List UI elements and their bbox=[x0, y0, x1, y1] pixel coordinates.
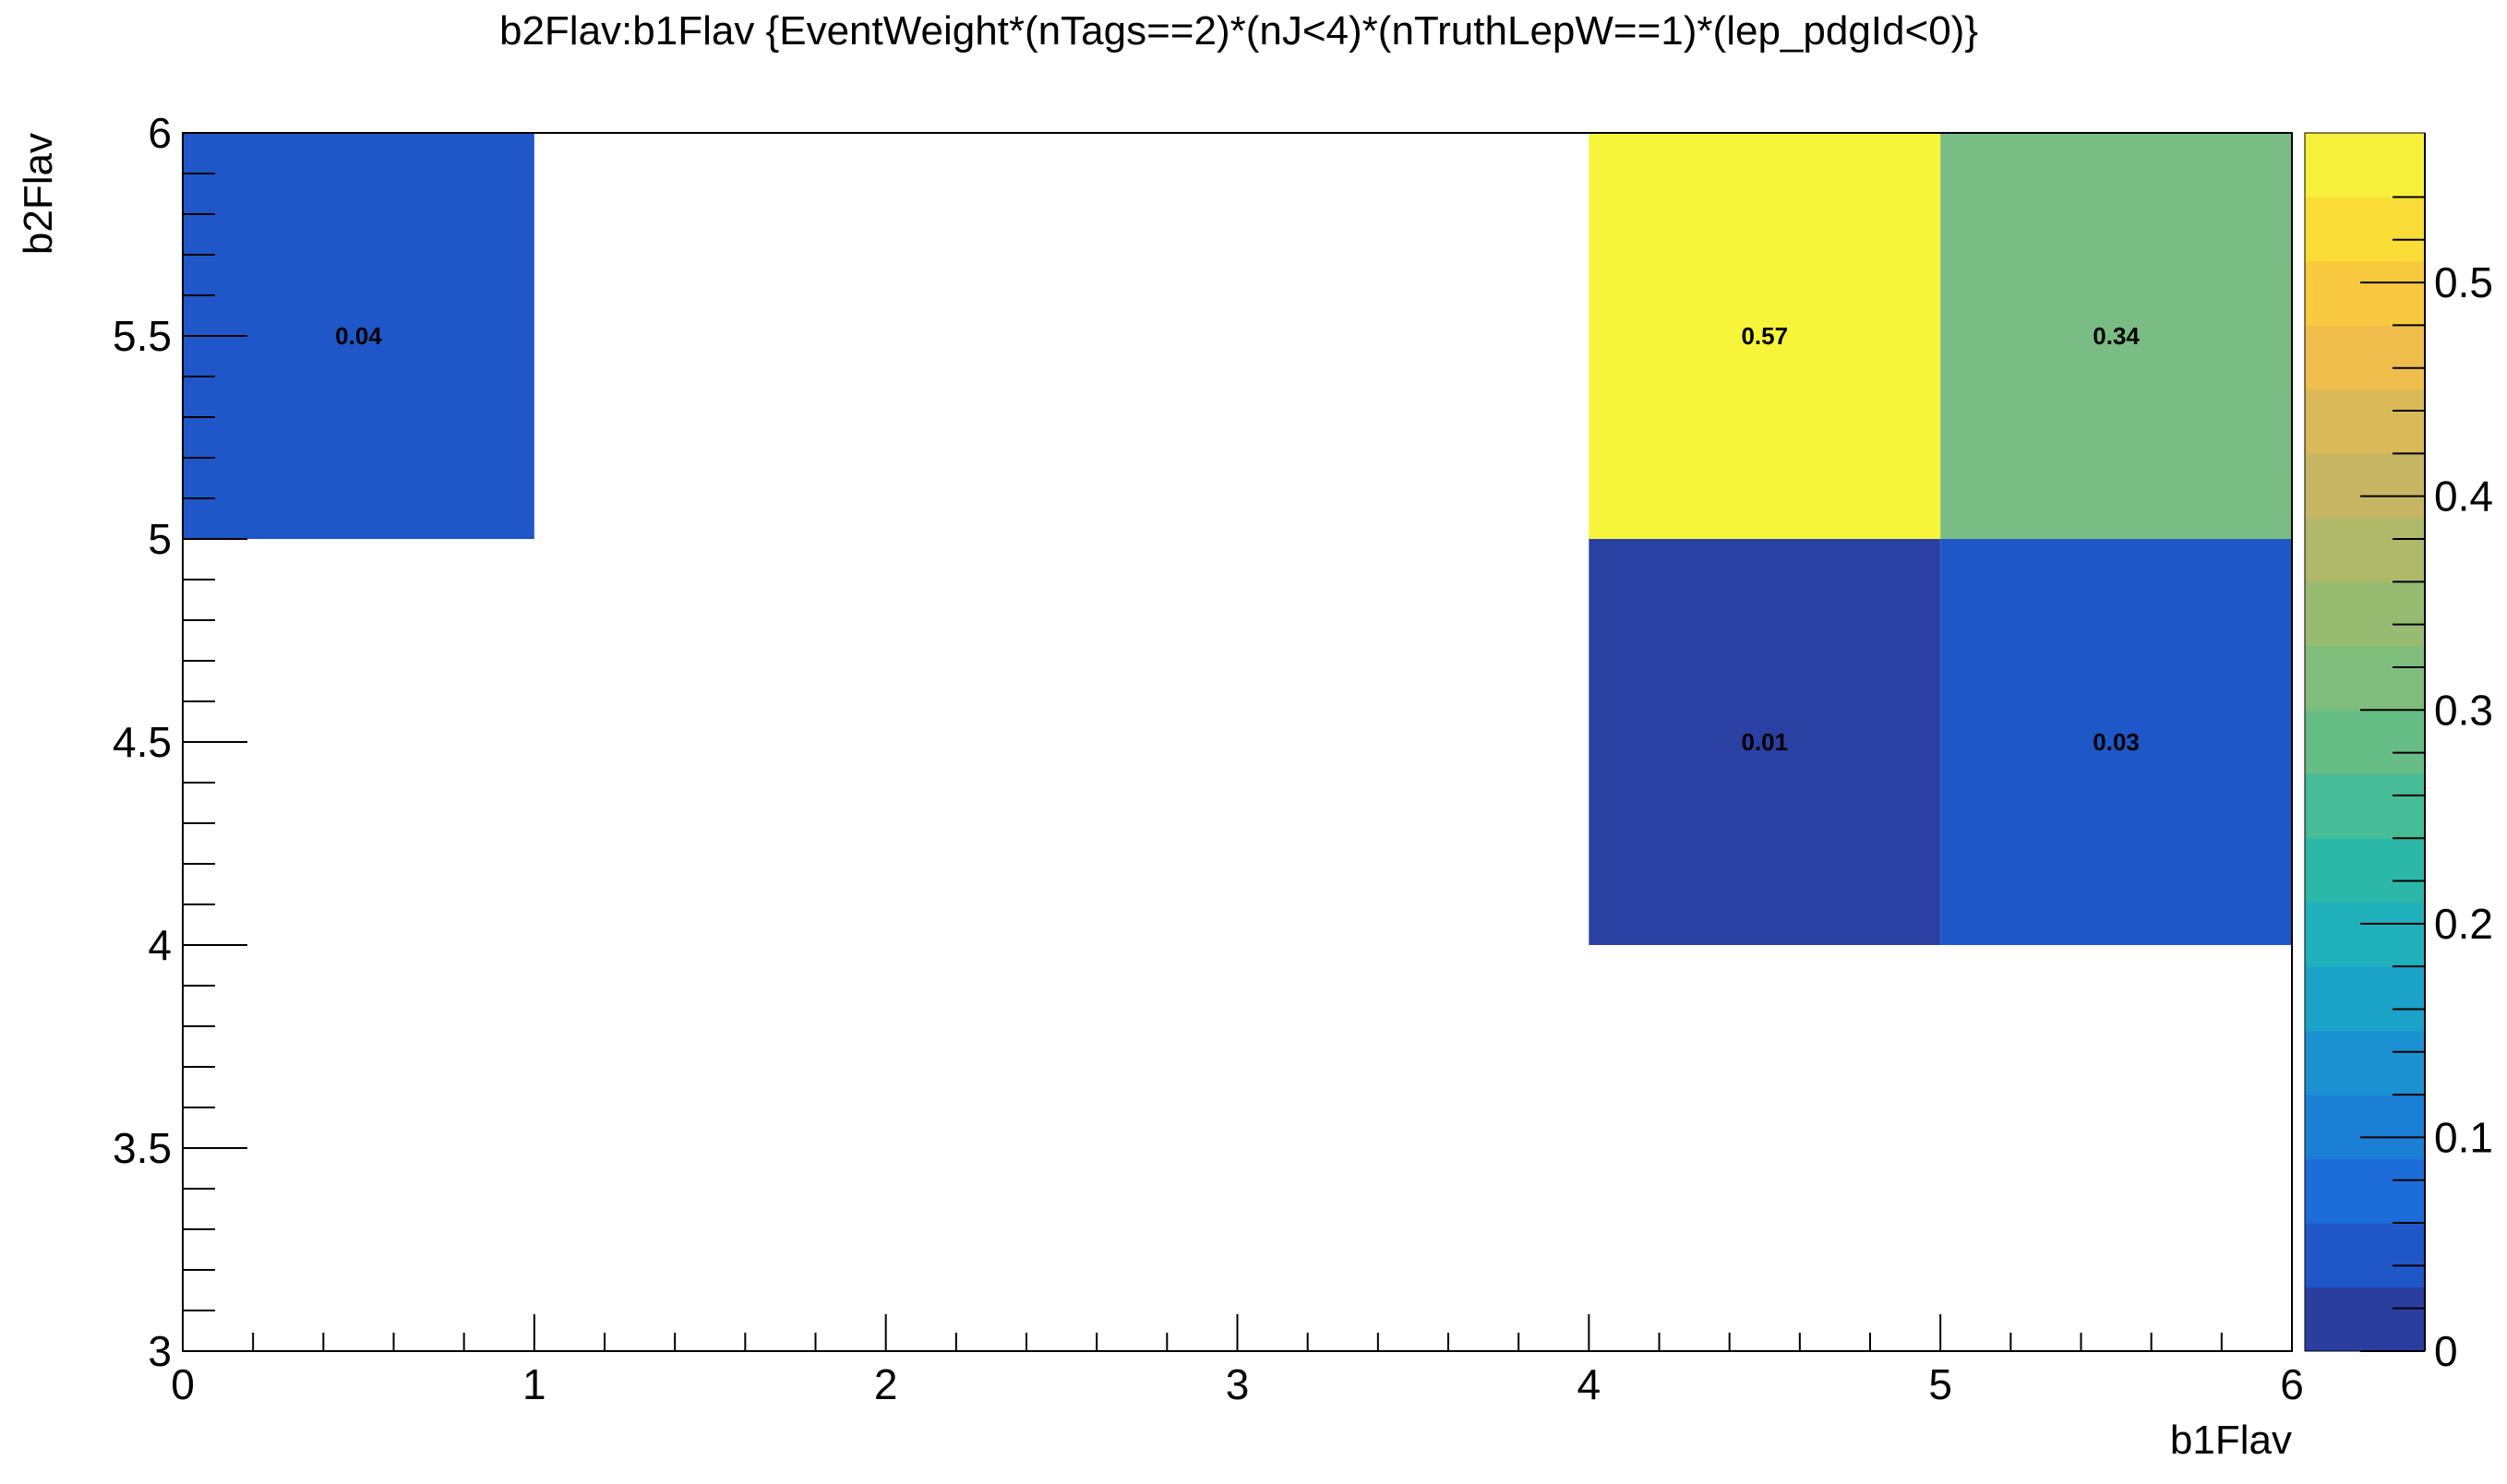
cell-value-label: 0.34 bbox=[2093, 322, 2140, 350]
chart-title: b2Flav:b1Flav {EventWeight*(nTags==2)*(n… bbox=[499, 8, 1978, 54]
y-tick-label: 3.5 bbox=[113, 1124, 172, 1172]
colorbar-band bbox=[2305, 133, 2425, 197]
x-tick-label: 0 bbox=[171, 1360, 195, 1408]
colorbar-band bbox=[2305, 773, 2425, 839]
colorbar-band bbox=[2305, 197, 2425, 262]
colorbar-band bbox=[2305, 1095, 2425, 1160]
colorbar-tick-label: 0.2 bbox=[2434, 900, 2493, 948]
y-tick-label: 5.5 bbox=[113, 312, 172, 360]
colorbar-band bbox=[2305, 517, 2425, 582]
cell-value-label: 0.04 bbox=[335, 322, 382, 350]
colorbar-band bbox=[2305, 902, 2425, 967]
y-axis: 3 3.5 4 4.5 5 5.5 6 bbox=[113, 109, 247, 1375]
colorbar-band bbox=[2305, 1158, 2425, 1224]
colorbar-band bbox=[2305, 710, 2425, 775]
x-tick-label: 6 bbox=[2280, 1360, 2304, 1408]
colorbar-tick-label: 0.5 bbox=[2434, 258, 2493, 306]
colorbar-band bbox=[2305, 1287, 2425, 1352]
colorbar-band bbox=[2305, 1223, 2425, 1288]
colorbar-tick-label: 0.3 bbox=[2434, 686, 2493, 734]
colorbar-band bbox=[2305, 966, 2425, 1032]
y-tick-label: 5 bbox=[148, 515, 172, 563]
x-tick-label: 3 bbox=[1226, 1360, 1250, 1408]
color-scale-bar: 0 0.1 0.2 0.3 0.4 0.5 bbox=[2304, 132, 2493, 1375]
colorbar-band bbox=[2305, 645, 2425, 711]
colorbar-band bbox=[2305, 1030, 2425, 1095]
cell-value-label: 0.03 bbox=[2093, 728, 2140, 756]
y-axis-title: b2Flav bbox=[16, 133, 61, 255]
colorbar-band bbox=[2305, 389, 2425, 454]
cell-value-label: 0.57 bbox=[1741, 322, 1788, 350]
x-tick-label: 2 bbox=[874, 1360, 898, 1408]
heatmap-cell bbox=[1589, 133, 1941, 539]
x-tick-label: 4 bbox=[1577, 1360, 1601, 1408]
colorbar-band bbox=[2305, 260, 2425, 326]
colorbar-band bbox=[2305, 453, 2425, 519]
x-tick-label: 1 bbox=[522, 1360, 546, 1408]
colorbar-tick-label: 0.4 bbox=[2434, 473, 2493, 521]
heatmap-cell bbox=[1589, 539, 1941, 945]
x-axis-title: b1Flav bbox=[2170, 1418, 2292, 1463]
y-tick-label: 4.5 bbox=[113, 718, 172, 766]
y-tick-label: 4 bbox=[148, 921, 172, 969]
heatmap-cell bbox=[1940, 539, 2292, 945]
x-axis: 0 1 2 3 4 5 6 bbox=[171, 1314, 2304, 1408]
y-tick-label: 3 bbox=[148, 1327, 172, 1375]
colorbar-tick-label: 0.1 bbox=[2434, 1113, 2493, 1161]
colorbar-band bbox=[2305, 325, 2425, 390]
cell-value-label: 0.01 bbox=[1741, 728, 1788, 756]
heatmap-cell bbox=[1940, 133, 2292, 539]
colorbar-tick-label: 0 bbox=[2434, 1327, 2458, 1375]
colorbar-band bbox=[2305, 581, 2425, 647]
colorbar-band bbox=[2305, 838, 2425, 904]
y-tick-label: 6 bbox=[148, 109, 172, 157]
x-tick-label: 5 bbox=[1928, 1360, 1952, 1408]
heatmap-cells: 0.04 0.57 0.34 0.01 0.03 bbox=[183, 133, 2292, 945]
